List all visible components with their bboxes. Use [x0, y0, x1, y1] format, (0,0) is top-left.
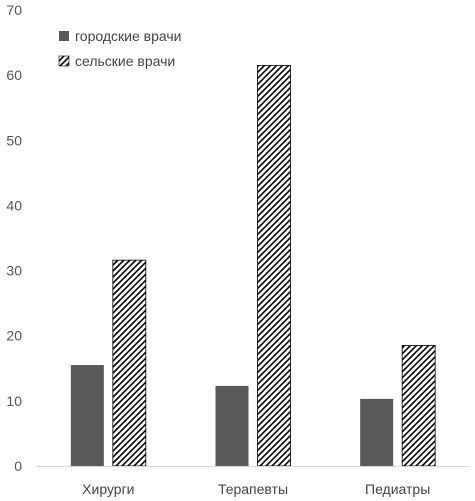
x-category-label: Педиатры — [365, 481, 430, 497]
bar-rural-0 — [112, 259, 147, 467]
legend: городские врачи сельские врачи — [58, 28, 181, 69]
bar-city-1 — [215, 385, 249, 466]
y-tick-label: 60 — [6, 67, 22, 83]
bars-group — [70, 64, 436, 467]
axes-group: 0 10 20 30 40 50 60 70 Хирурги Терапевты Педиатры — [6, 2, 470, 497]
y-tick-label: 20 — [6, 328, 22, 344]
bar-rural-1 — [257, 64, 291, 467]
x-category-label: Хирурги — [82, 481, 134, 497]
y-tick-label: 70 — [6, 2, 22, 18]
y-tick-label: 30 — [6, 263, 22, 279]
legend-swatch — [59, 31, 69, 41]
legend-label: городские врачи — [75, 28, 181, 44]
x-category-label: Терапевты — [218, 481, 288, 497]
y-tick-label: 50 — [6, 132, 22, 148]
bar-city-2 — [360, 398, 394, 466]
bar-rural-2 — [401, 345, 436, 467]
y-tick-label: 40 — [6, 197, 22, 213]
legend-label: сельские врачи — [75, 53, 175, 69]
legend-swatch — [58, 55, 70, 67]
bar-city-0 — [70, 365, 104, 466]
y-tick-label: 10 — [6, 393, 22, 409]
y-tick-label: 0 — [14, 458, 22, 474]
